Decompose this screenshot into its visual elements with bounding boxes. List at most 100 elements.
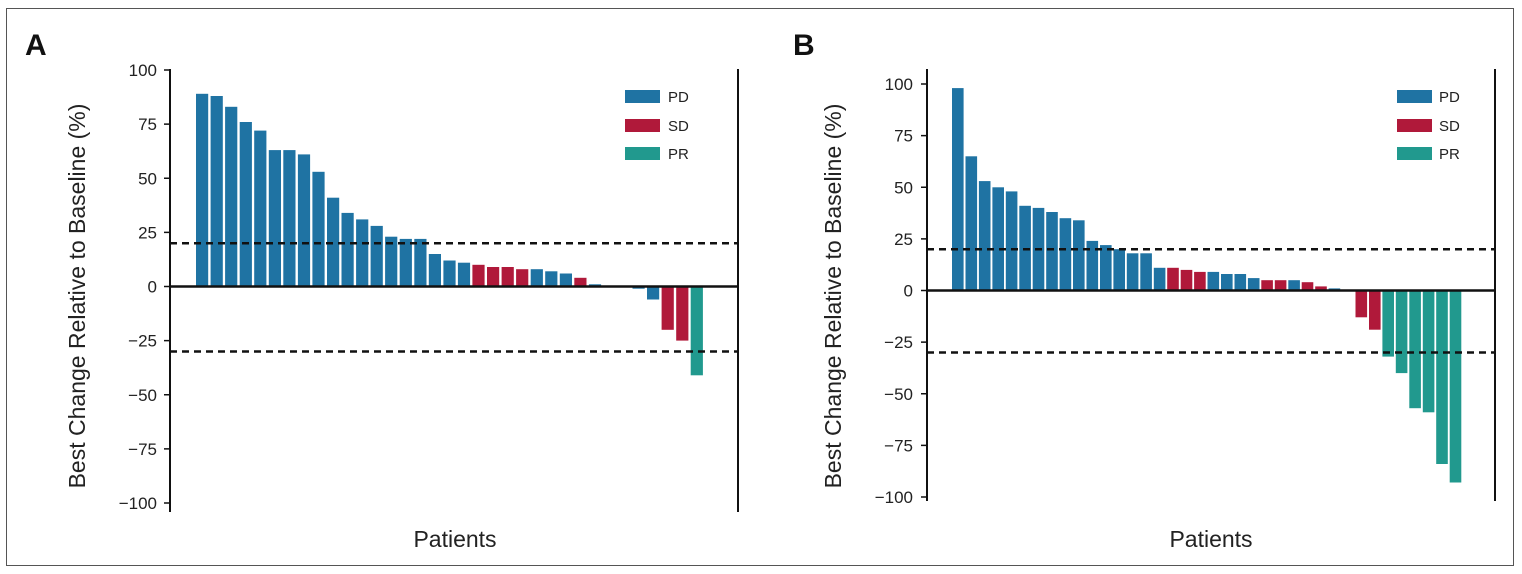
bar-sd xyxy=(574,277,587,287)
bar-pd xyxy=(268,150,281,287)
bar-pd xyxy=(225,106,238,287)
bar-pd xyxy=(399,238,412,287)
legend-swatch-pd xyxy=(1397,90,1432,103)
legend-label-sd: SD xyxy=(1439,118,1460,135)
bar-pd xyxy=(1140,253,1152,291)
y-tick-label: −25 xyxy=(884,333,913,352)
bar-sd xyxy=(1315,286,1327,291)
y-tick-label: 100 xyxy=(129,61,157,80)
bar-pd xyxy=(965,156,978,291)
bar-sd xyxy=(1180,269,1193,291)
bar-pd xyxy=(327,197,340,287)
bar-sd xyxy=(661,286,674,330)
bar-pd xyxy=(1153,267,1166,291)
bar-pd xyxy=(1086,240,1099,291)
bar-pd xyxy=(428,254,441,287)
bar-pd xyxy=(370,225,383,287)
bar-sd xyxy=(1167,267,1179,291)
bar-pd xyxy=(1247,278,1260,291)
legend-label-pr: PR xyxy=(668,146,689,163)
bar-pd xyxy=(283,150,296,287)
panel-letter-a: A xyxy=(25,29,47,62)
legend-swatch-pd xyxy=(625,90,660,103)
bar-pr xyxy=(690,286,703,376)
bar-pd xyxy=(647,286,660,300)
bar-pd xyxy=(297,154,311,287)
y-tick-label: −100 xyxy=(119,494,157,513)
figure-frame: A Best Change Relative to Baseline (%) P… xyxy=(6,8,1514,566)
panel-a: A Best Change Relative to Baseline (%) P… xyxy=(25,29,739,552)
bar-pr xyxy=(1382,290,1394,357)
bar-sd xyxy=(501,267,514,287)
panel-b: B Best Change Relative to Baseline (%) P… xyxy=(793,29,1496,552)
bar-pd xyxy=(1221,274,1233,291)
bar-pd xyxy=(457,262,471,287)
legend-b: PD SD PR xyxy=(1397,89,1460,163)
bar-sd xyxy=(1369,290,1381,330)
legend-label-pr: PR xyxy=(1439,146,1460,163)
bar-pd xyxy=(443,260,456,287)
y-tick-label: −100 xyxy=(875,488,913,507)
bar-sd xyxy=(472,264,485,287)
bar-pr xyxy=(1436,290,1448,464)
y-axis-title-b: Best Change Relative to Baseline (%) xyxy=(820,104,846,489)
x-axis-title-b: Patients xyxy=(1169,526,1252,552)
bar-pr xyxy=(1422,290,1435,413)
bar-pd xyxy=(1005,191,1018,291)
bar-pd xyxy=(210,96,223,287)
legend-label-sd: SD xyxy=(668,118,689,135)
legend-label-pd: PD xyxy=(668,89,689,106)
legend-a: PD SD PR xyxy=(625,89,689,163)
bar-pd xyxy=(385,236,398,287)
legend-label-pd: PD xyxy=(1439,89,1460,106)
bar-pr xyxy=(1395,290,1408,374)
bar-pd xyxy=(341,212,354,287)
bar-pd xyxy=(1073,220,1085,291)
bar-pd xyxy=(356,219,369,287)
legend-swatch-pr xyxy=(625,147,660,160)
bar-sd xyxy=(1355,290,1368,318)
bar-sd xyxy=(1194,271,1206,291)
y-tick-label: 75 xyxy=(138,115,157,134)
x-axis-title-a: Patients xyxy=(413,526,496,552)
bar-pd xyxy=(1288,280,1300,291)
bar-pd xyxy=(1126,253,1139,291)
y-tick-label: −25 xyxy=(128,332,157,351)
bar-pd xyxy=(1100,245,1112,291)
y-tick-label: 50 xyxy=(138,169,157,188)
y-tick-label: −50 xyxy=(128,386,157,405)
bar-sd xyxy=(1301,282,1314,291)
bar-sd xyxy=(1274,280,1287,291)
bar-sd xyxy=(676,286,689,341)
y-tick-label: −75 xyxy=(128,440,157,459)
bar-sd xyxy=(516,269,529,287)
y-tick-label: −50 xyxy=(884,385,913,404)
bar-pd xyxy=(414,238,427,287)
y-tick-label: 0 xyxy=(148,278,157,297)
legend-swatch-sd xyxy=(1397,119,1432,132)
bar-pd xyxy=(952,88,964,291)
y-tick-label: 25 xyxy=(138,223,157,242)
y-tick-label: 50 xyxy=(894,178,913,197)
panel-letter-b: B xyxy=(793,29,815,62)
bar-pr xyxy=(1409,290,1421,409)
bar-sd xyxy=(1261,280,1273,291)
bar-pd xyxy=(530,269,543,287)
y-axis-title-a: Best Change Relative to Baseline (%) xyxy=(64,104,90,489)
bar-pd xyxy=(1059,218,1072,291)
bar-pd xyxy=(545,271,558,287)
bar-pd xyxy=(196,93,209,287)
bar-pd xyxy=(978,181,991,291)
y-tick-label: 75 xyxy=(894,127,913,146)
y-tick-label: 25 xyxy=(894,230,913,249)
legend-swatch-sd xyxy=(625,119,660,132)
bar-pd xyxy=(1207,271,1220,291)
y-tick-label: 0 xyxy=(904,282,913,301)
bar-pr xyxy=(1449,290,1462,483)
legend-swatch-pr xyxy=(1397,147,1432,160)
bar-pd xyxy=(254,130,267,287)
bar-sd xyxy=(487,267,500,287)
bar-pd xyxy=(559,273,572,287)
y-tick-label: −75 xyxy=(884,436,913,455)
bar-pd xyxy=(992,187,1004,291)
